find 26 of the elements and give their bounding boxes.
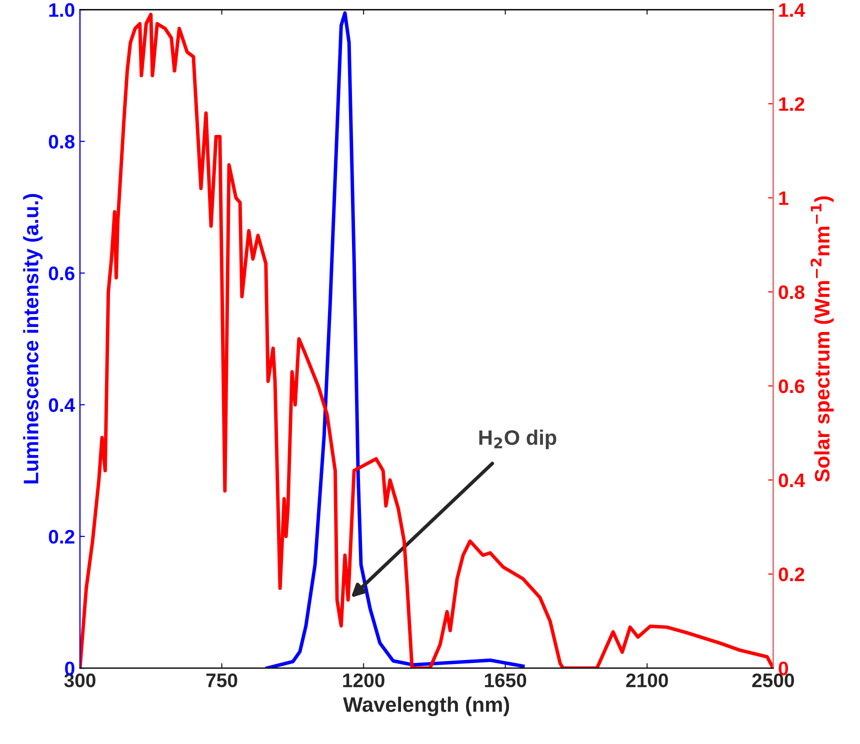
y2-tick-label: 0.4	[778, 473, 805, 488]
x-tick-label: 2500	[752, 673, 794, 688]
line-series	[80, 12, 774, 668]
y-tick-label: 0	[65, 662, 74, 676]
y2-axis-title: Solar spectrum (Wm$^{−2}$nm$^{−1}$)	[810, 196, 834, 482]
y-tick-label: 0.2	[48, 530, 74, 544]
y2-tick-label: 0	[778, 662, 788, 676]
y-tick-label: 0.6	[48, 266, 74, 280]
x-tick-label: 2100	[626, 673, 668, 688]
x-tick-label: 750	[206, 673, 238, 688]
y-tick-label: 1.0	[49, 3, 74, 17]
y-tick-label: 0.4	[48, 398, 76, 412]
annotation: H$_{2}$O dip	[479, 430, 556, 450]
x-tick-label: 1200	[343, 673, 384, 688]
y-axis-title: Luminescence intensity (a.u.)	[23, 194, 43, 484]
y2-tick-label: 0.8	[778, 285, 804, 300]
y2-tick-label: 1.4	[779, 3, 805, 17]
line-series	[265, 11, 525, 668]
y2-tick-label: 1	[779, 191, 788, 205]
y2-tick-label: 0.2	[778, 568, 804, 582]
y2-tick-label: 1.2	[779, 97, 804, 111]
y-tick-label: 0.8	[48, 134, 75, 149]
x-tick-label: 1650	[484, 673, 526, 688]
x-axis-title: Wavelength (nm)	[343, 696, 510, 716]
x-tick-label: 300	[64, 673, 96, 688]
y2-tick-label: 0.6	[778, 379, 804, 394]
